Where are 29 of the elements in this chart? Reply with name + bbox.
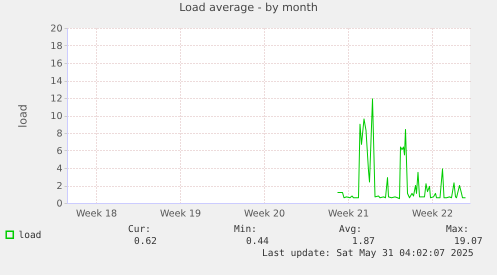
x-tick-label: Week 22 [412,208,454,220]
line-series [337,98,466,200]
y-tick-label: 0 [56,198,62,210]
text: 0.44 [246,236,269,247]
x-tick-label: Week 19 [160,208,202,220]
text: 0.62 [134,236,157,247]
text: Max: [446,224,469,235]
y-tick-label: 10 [50,111,62,122]
y-tick-label: 4 [56,164,62,174]
text: Min: [234,224,257,235]
y-tick-label: 8 [56,128,62,140]
text: Last update: Sat May 31 04:02:07 2025 [262,248,474,259]
text: 19.07 [454,236,483,247]
x-tick-label: Week 20 [244,208,286,220]
x-tick-label: Week 21 [328,208,370,220]
y-tick-label: 12 [50,94,62,104]
y-tick-label: 6 [56,146,62,157]
text: Cur: [128,224,151,235]
y-tick-label: 18 [50,41,62,52]
y-tick-label: 2 [56,181,62,192]
y-axis-title: load [16,104,30,128]
y-tick-label: 16 [50,58,62,70]
y-tick-label: 20 [50,24,62,34]
chart-title: Load average - by month [179,1,318,14]
text: 1.87 [352,236,375,247]
y-tick-label: 14 [50,76,62,87]
text: Avg: [339,224,362,235]
x-tick-label: Week 18 [76,208,118,220]
legend-label: load [18,230,42,241]
